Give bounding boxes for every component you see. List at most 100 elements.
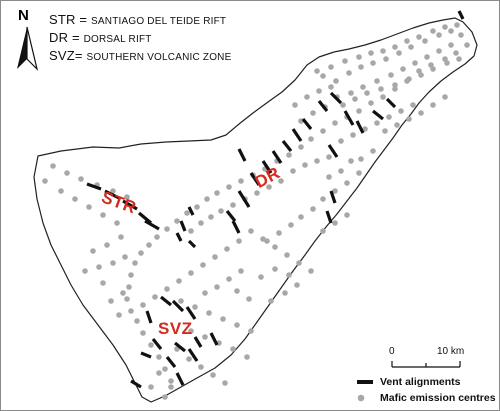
mafic-emission-centre bbox=[164, 226, 170, 232]
mafic-emission-centre bbox=[298, 144, 304, 150]
mafic-emission-centre bbox=[186, 356, 192, 362]
mafic-emission-centre bbox=[416, 34, 422, 40]
legend-vent-row: Vent alignments bbox=[356, 376, 461, 388]
vent-alignment bbox=[291, 128, 303, 142]
mafic-emission-centre bbox=[453, 50, 459, 56]
vent-alignment bbox=[174, 341, 186, 353]
vent-alignment bbox=[104, 189, 120, 200]
mafic-emission-centre bbox=[316, 88, 322, 94]
mafic-emission-centre bbox=[174, 218, 180, 224]
mafic-emission-centre bbox=[286, 272, 292, 278]
mafic-emission-centre bbox=[110, 260, 116, 266]
mafic-emission-centre bbox=[266, 184, 272, 190]
mafic-emission-centre bbox=[294, 282, 300, 288]
mafic-emission-centre bbox=[356, 170, 362, 176]
mafic-emission-centre bbox=[370, 60, 376, 66]
mafic-emission-centre bbox=[178, 298, 184, 304]
mafic-emission-centre bbox=[308, 268, 314, 274]
mafic-emission-centre bbox=[442, 94, 448, 100]
mafic-emission-centre bbox=[444, 60, 450, 66]
mafic-emission-centre bbox=[208, 214, 214, 220]
key-dr: DR = DORSAL RIFT bbox=[49, 30, 152, 45]
mafic-emission-centre bbox=[320, 128, 326, 134]
mafic-emission-centre bbox=[230, 202, 236, 208]
north-arrow-icon bbox=[17, 26, 39, 71]
vent-line-icon bbox=[357, 380, 373, 385]
vent-alignment bbox=[209, 332, 219, 346]
mafic-emission-centre bbox=[42, 178, 48, 184]
legend-vent-label: Vent alignments bbox=[380, 376, 461, 388]
scale-bar bbox=[391, 361, 461, 368]
mafic-emission-centre bbox=[140, 330, 146, 336]
mafic-emission-centre bbox=[332, 220, 338, 226]
mafic-emission-centre bbox=[338, 138, 344, 144]
mafic-emission-centre bbox=[326, 154, 332, 160]
mafic-emission-centre bbox=[168, 378, 174, 384]
vent-alignment bbox=[281, 140, 293, 152]
key-svz: SVZ= SOUTHERN VOLCANIC ZONE bbox=[49, 48, 232, 63]
mafic-emission-centre bbox=[234, 322, 240, 328]
legend-mafic-row: Mafic emission centres bbox=[356, 392, 496, 404]
mafic-emission-centre bbox=[214, 284, 220, 290]
mafic-emission-centre bbox=[276, 230, 282, 236]
mafic-emission-centre bbox=[422, 38, 428, 44]
mafic-emission-centre bbox=[383, 56, 389, 62]
mafic-emission-centre bbox=[204, 196, 210, 202]
mafic-emission-centre bbox=[176, 278, 182, 284]
mafic-emission-centre bbox=[278, 178, 284, 184]
vent-alignment bbox=[144, 219, 160, 231]
mafic-emission-centre bbox=[78, 176, 84, 182]
mafic-emission-centre bbox=[58, 188, 64, 194]
mafic-emission-centre bbox=[140, 302, 146, 308]
mafic-emission-centre bbox=[246, 296, 252, 302]
mafic-emission-centre bbox=[188, 328, 194, 334]
vent-alignment bbox=[372, 109, 384, 121]
mafic-emission-centre bbox=[132, 260, 138, 266]
mafic-emission-centre bbox=[258, 274, 264, 280]
mafic-emission-centre bbox=[364, 90, 370, 96]
mafic-emission-centre bbox=[128, 308, 134, 314]
mafic-emission-centre bbox=[388, 72, 394, 78]
mafic-emission-centre bbox=[310, 110, 316, 116]
mafic-emission-centre bbox=[50, 163, 56, 169]
mafic-emission-centre bbox=[116, 312, 122, 318]
mafic-emission-centre bbox=[348, 158, 354, 164]
mafic-emission-centre bbox=[314, 158, 320, 164]
vent-alignment bbox=[261, 160, 273, 174]
mafic-emission-centre bbox=[238, 178, 244, 184]
vent-alignment bbox=[343, 110, 355, 126]
mafic-dot-icon bbox=[357, 394, 365, 402]
vent-alignment bbox=[122, 199, 138, 211]
mafic-emission-centre bbox=[360, 84, 366, 90]
vent-alignment bbox=[160, 295, 172, 307]
mafic-emission-centre bbox=[82, 268, 88, 274]
mafic-emission-centre bbox=[358, 156, 364, 162]
mafic-emission-centre bbox=[304, 94, 310, 100]
vent-alignment bbox=[145, 310, 153, 324]
mafic-emission-centre bbox=[378, 86, 384, 92]
vent-alignment bbox=[193, 336, 203, 348]
mafic-emission-centre bbox=[296, 260, 302, 266]
mafic-emission-centre bbox=[224, 246, 230, 252]
mafic-emission-centre bbox=[272, 244, 278, 250]
mafic-emission-centre bbox=[430, 28, 436, 34]
mafic-emission-centre bbox=[226, 184, 232, 190]
vent-alignment bbox=[165, 356, 177, 368]
mafic-emission-centre bbox=[302, 162, 308, 168]
mafic-emission-centre bbox=[368, 100, 374, 106]
mafic-emission-centre bbox=[290, 168, 296, 174]
mafic-emission-centre bbox=[114, 220, 120, 226]
vent-alignment bbox=[237, 190, 251, 208]
mafic-emission-centre bbox=[436, 48, 442, 54]
mafic-emission-centre bbox=[382, 128, 388, 134]
north-label: N bbox=[18, 7, 29, 24]
mafic-emission-centre bbox=[192, 304, 198, 310]
mafic-emission-centre bbox=[154, 234, 160, 240]
mafic-emission-centre bbox=[400, 66, 406, 72]
mafic-emission-centre bbox=[198, 364, 204, 370]
mafic-emission-centre bbox=[168, 384, 174, 390]
mafic-emission-centre bbox=[162, 366, 168, 372]
vent-alignment bbox=[327, 144, 339, 158]
mafic-emission-centre bbox=[122, 254, 128, 260]
